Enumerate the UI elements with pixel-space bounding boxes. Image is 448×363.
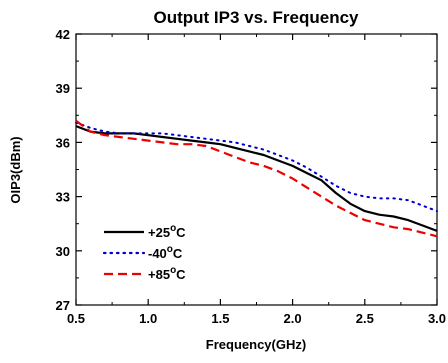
series-line-1 [75, 121, 438, 213]
x-tick-label: 2.0 [284, 311, 302, 326]
x-tick-label: 1.0 [139, 311, 157, 326]
chart-title: Output IP3 vs. Frequency [154, 8, 360, 27]
series-lines [75, 119, 438, 238]
y-axis-label: OIP3(dBm) [8, 136, 23, 203]
legend-label-0: +25oC [148, 223, 186, 240]
y-tick-label: 42 [56, 27, 70, 42]
tick-labels: 0.5 1.0 1.5 2.0 2.5 3.0 27 30 33 36 39 42 [56, 27, 447, 326]
x-axis-label: Frequency(GHz) [206, 337, 306, 352]
y-tick-label: 39 [56, 81, 70, 96]
plot-area [75, 33, 438, 306]
y-tick-label: 36 [56, 135, 70, 150]
series-line-2 [75, 119, 438, 238]
y-tick-label: 33 [56, 190, 70, 205]
axis-ticks [75, 33, 438, 306]
x-tick-label: 2.5 [356, 311, 374, 326]
x-tick-label: 0.5 [67, 311, 85, 326]
x-tick-label: 3.0 [428, 311, 446, 326]
legend-label-1: -40oC [148, 244, 183, 261]
series-line-0 [75, 125, 438, 232]
legend-label-2: +85oC [148, 265, 186, 282]
y-tick-label: 27 [56, 298, 70, 313]
legend: +25oC -40oC +85oC [102, 223, 186, 282]
x-tick-label: 1.5 [211, 311, 229, 326]
y-tick-label: 30 [56, 244, 70, 259]
